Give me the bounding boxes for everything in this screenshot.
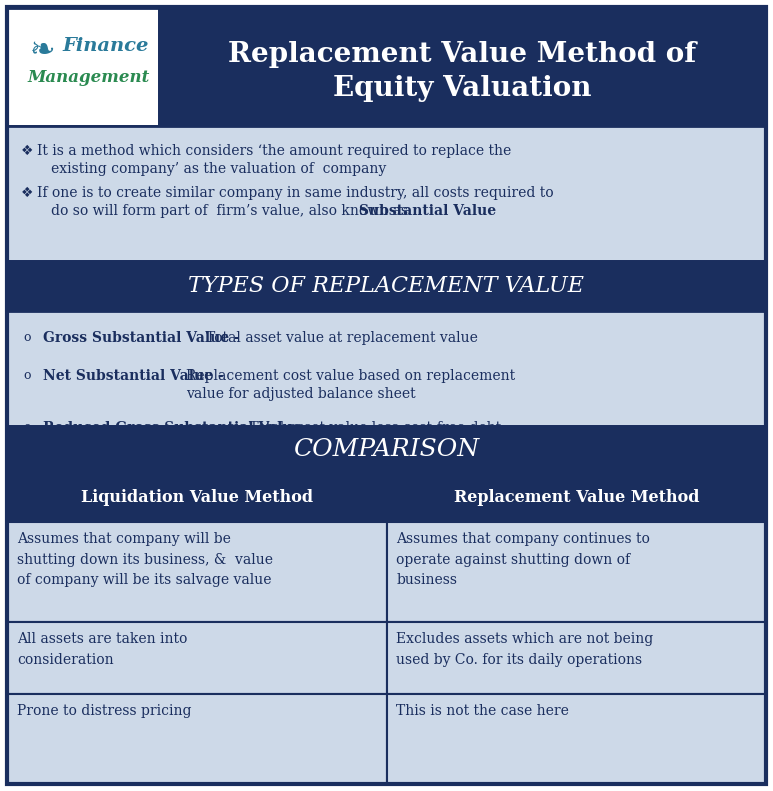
Text: Total asset value less cost-free debt: Total asset value less cost-free debt (245, 421, 501, 435)
FancyBboxPatch shape (159, 8, 766, 126)
Text: Liquidation Value Method: Liquidation Value Method (80, 490, 313, 506)
Text: Assumes that company continues to
operate against shutting down of
business: Assumes that company continues to operat… (397, 532, 650, 587)
FancyBboxPatch shape (7, 311, 766, 426)
FancyBboxPatch shape (7, 694, 386, 784)
FancyBboxPatch shape (386, 622, 766, 694)
FancyBboxPatch shape (7, 622, 386, 694)
Text: Equity Valuation: Equity Valuation (333, 74, 592, 101)
Text: TYPES OF REPLACEMENT VALUE: TYPES OF REPLACEMENT VALUE (189, 275, 584, 297)
FancyBboxPatch shape (386, 694, 766, 784)
Text: ❖: ❖ (21, 186, 33, 200)
Text: If one is to create similar company in same industry, all costs required to: If one is to create similar company in s… (37, 186, 553, 200)
Text: Prone to distress pricing: Prone to distress pricing (17, 704, 192, 718)
Text: Replacement Value Method of: Replacement Value Method of (228, 40, 696, 67)
Text: ❖: ❖ (21, 144, 33, 158)
FancyBboxPatch shape (386, 474, 766, 522)
Text: COMPARISON: COMPARISON (294, 438, 479, 461)
Text: Excludes assets which are not being
used by Co. for its daily operations: Excludes assets which are not being used… (397, 632, 654, 667)
Text: Replacement cost value based on replacement: Replacement cost value based on replacem… (186, 369, 515, 383)
Text: Total asset value at replacement value: Total asset value at replacement value (206, 331, 478, 345)
FancyBboxPatch shape (7, 426, 766, 474)
Text: ❧: ❧ (29, 36, 55, 66)
Text: Substantial Value: Substantial Value (359, 204, 496, 218)
Text: o: o (23, 421, 30, 434)
Text: Gross Substantial Value -: Gross Substantial Value - (43, 331, 244, 345)
Text: o: o (23, 369, 30, 382)
Text: Finance: Finance (62, 37, 148, 55)
Text: It is a method which considers ‘the amount required to replace the: It is a method which considers ‘the amou… (37, 144, 511, 158)
Text: Net Substantial Value -: Net Substantial Value - (43, 369, 229, 383)
Text: All assets are taken into
consideration: All assets are taken into consideration (17, 632, 187, 667)
Text: Replacement Value Method: Replacement Value Method (454, 490, 699, 506)
FancyBboxPatch shape (7, 8, 159, 126)
Text: o: o (23, 331, 30, 344)
Text: This is not the case here: This is not the case here (397, 704, 570, 718)
FancyBboxPatch shape (7, 522, 386, 622)
FancyBboxPatch shape (386, 522, 766, 622)
Text: existing company’ as the valuation of  company: existing company’ as the valuation of co… (51, 162, 386, 176)
Text: Management: Management (27, 70, 149, 86)
Text: value for adjusted balance sheet: value for adjusted balance sheet (186, 387, 416, 401)
Text: do so will form part of  firm’s value, also known as: do so will form part of firm’s value, al… (51, 204, 412, 218)
Text: Assumes that company will be
shutting down its business, &  value
of company wil: Assumes that company will be shutting do… (17, 532, 273, 587)
FancyBboxPatch shape (7, 261, 766, 311)
FancyBboxPatch shape (7, 126, 766, 261)
FancyBboxPatch shape (7, 474, 386, 522)
Text: Reduced Gross Substantial Value-: Reduced Gross Substantial Value- (43, 421, 307, 435)
